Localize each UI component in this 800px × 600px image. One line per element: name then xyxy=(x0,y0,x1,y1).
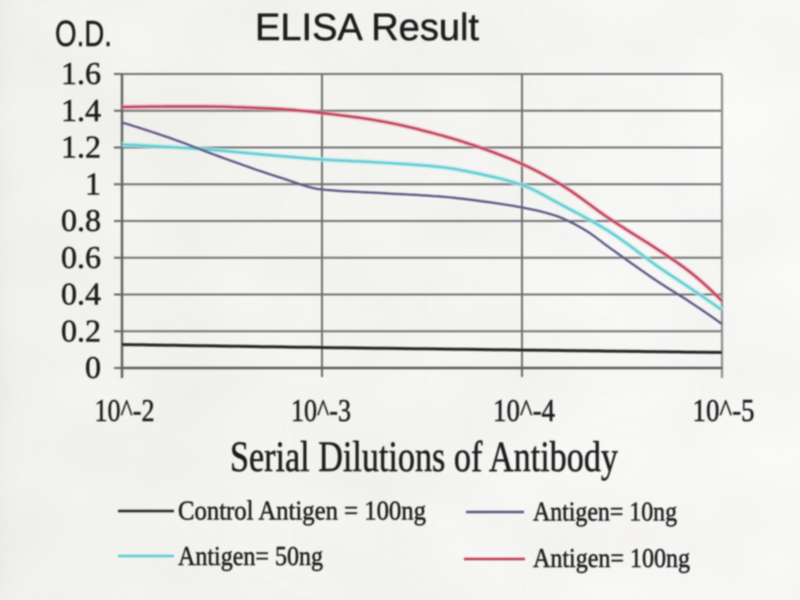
svg-text:1: 1 xyxy=(85,165,101,201)
svg-text:O.D.: O.D. xyxy=(55,13,112,54)
svg-text:Antigen= 100ng: Antigen= 100ng xyxy=(533,543,690,573)
svg-text:ELISA Result: ELISA Result xyxy=(255,7,479,49)
svg-text:Antigen= 50ng: Antigen= 50ng xyxy=(178,541,323,571)
svg-text:1.4: 1.4 xyxy=(61,92,101,128)
svg-text:10^-4: 10^-4 xyxy=(493,392,555,428)
svg-text:0.2: 0.2 xyxy=(61,312,101,348)
svg-text:0.4: 0.4 xyxy=(61,276,101,312)
svg-text:Antigen= 10ng: Antigen= 10ng xyxy=(533,497,677,527)
svg-text:Serial Dilutions of Antibody: Serial Dilutions of Antibody xyxy=(230,434,618,481)
svg-text:10^-2: 10^-2 xyxy=(95,392,155,428)
svg-text:10^-3: 10^-3 xyxy=(291,392,351,428)
svg-text:0: 0 xyxy=(85,349,101,385)
svg-text:10^-5: 10^-5 xyxy=(693,392,755,428)
svg-text:0.8: 0.8 xyxy=(61,202,101,238)
svg-text:Control Antigen = 100ng: Control Antigen = 100ng xyxy=(178,496,426,526)
svg-text:0.6: 0.6 xyxy=(61,239,101,275)
svg-text:1.2: 1.2 xyxy=(61,129,101,165)
svg-text:1.6: 1.6 xyxy=(61,55,101,91)
